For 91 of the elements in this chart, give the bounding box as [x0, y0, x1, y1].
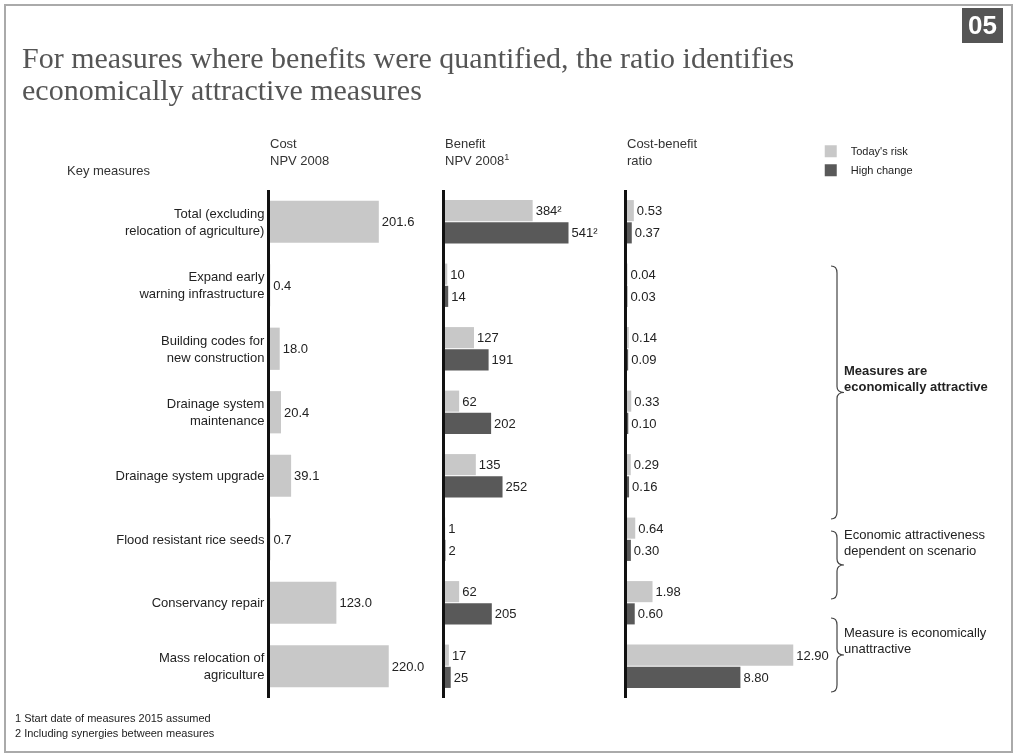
data-label: 0.37	[634, 225, 661, 241]
bar	[445, 222, 569, 244]
data-label: 62	[462, 584, 477, 600]
bar	[270, 200, 379, 243]
data-label: 0.10	[631, 415, 657, 431]
y-tick-label: Conservancy repair	[151, 595, 266, 611]
chart-title: Cost-benefit ratio	[627, 136, 698, 169]
bar	[627, 603, 635, 625]
y-tick-label: Total (excluding relocation of agriculture)	[124, 205, 265, 238]
data-label: 541²	[571, 225, 599, 241]
data-label: 220.0	[391, 658, 425, 674]
data-label: 1.98	[655, 584, 681, 600]
bar	[445, 644, 449, 666]
data-label: 191	[491, 352, 514, 368]
data-label: 201.6	[381, 214, 415, 230]
text: Measure is economically unattractive	[844, 625, 988, 657]
data-label: 62	[462, 393, 477, 409]
bar	[627, 517, 636, 539]
bar	[445, 666, 451, 688]
data-label: 0.7	[273, 531, 292, 547]
bar	[627, 200, 634, 222]
y-tick-label: Building codes for new construction	[161, 332, 266, 365]
data-label: 14	[451, 288, 466, 304]
data-label: 0.04	[630, 266, 656, 282]
data-label: 39.1	[294, 468, 320, 484]
data-label: 384²	[535, 203, 563, 219]
text: 2 Including synergies between measures	[15, 727, 215, 740]
data-label: 0.03	[630, 288, 656, 304]
data-label: 0.30	[633, 542, 660, 558]
bar	[445, 200, 533, 222]
data-label: 0.33	[634, 393, 660, 409]
bar	[445, 285, 449, 307]
bar	[627, 390, 632, 412]
data-label: 123.0	[339, 595, 372, 611]
bar	[627, 539, 631, 561]
data-label: 10	[450, 266, 465, 282]
y-tick-label: Drainage system maintenance	[166, 396, 265, 429]
bar	[627, 581, 653, 603]
data-label: 1	[448, 520, 456, 536]
y-tick-label: Mass relocation of agriculture	[158, 650, 265, 683]
data-label: 12.90	[796, 647, 829, 663]
bar	[445, 412, 492, 434]
text: Measures are economically attractive	[844, 363, 989, 395]
bar	[627, 476, 630, 498]
chart-title: Benefit NPV 2008$^{1}$	[445, 136, 510, 169]
bar	[270, 645, 389, 688]
y-tick-label: Drainage system upgrade	[115, 468, 265, 484]
data-label: 0.53	[636, 203, 663, 219]
data-label: 18.0	[282, 341, 309, 357]
bar	[627, 222, 632, 244]
bar	[445, 454, 476, 476]
data-label: 8.80	[743, 669, 769, 685]
data-label: 0.14	[631, 330, 658, 346]
data-label: 252	[505, 479, 528, 495]
y-tick-label: Expand early warning infrastructure	[138, 269, 265, 302]
data-label: 202	[494, 415, 516, 431]
bar	[270, 454, 292, 497]
data-label: 135	[478, 457, 501, 473]
bar	[270, 327, 280, 370]
bar	[445, 349, 489, 371]
bar	[445, 603, 492, 625]
bar	[627, 666, 741, 688]
text: For measures where benefits were quantified, the ratio identifies economically attractive measures	[22, 41, 796, 106]
bar	[445, 327, 474, 349]
bar	[627, 644, 794, 666]
data-label: 127	[476, 330, 499, 346]
data-label: 0.64	[638, 520, 664, 536]
legend-label: High change	[850, 164, 913, 177]
bar	[445, 476, 503, 498]
y-tick-label: Flood resistant rice seeds	[116, 531, 265, 547]
data-label: 205	[494, 606, 517, 622]
bar	[445, 390, 460, 412]
text: 05	[962, 8, 1003, 43]
bar	[270, 391, 282, 434]
legend-label: Today's risk	[850, 145, 909, 158]
data-label: 0.16	[632, 479, 658, 495]
y-axis-title: Key measures	[67, 163, 151, 178]
bar	[627, 454, 631, 476]
data-label: 2	[448, 542, 456, 558]
data-label: 25	[453, 669, 469, 685]
data-label: 0.4	[273, 277, 292, 293]
data-label: 0.09	[631, 352, 657, 368]
bar	[270, 581, 337, 624]
text: 1 Start date of measures 2015 assumed	[15, 712, 211, 725]
data-label: 17	[451, 647, 467, 663]
bar	[445, 581, 460, 603]
chart-title: Cost NPV 2008	[270, 136, 330, 169]
text: Economic attractiveness dependent on scenario	[844, 527, 986, 559]
data-label: 0.60	[637, 606, 664, 622]
data-label: 0.29	[633, 457, 660, 473]
data-label: 20.4	[284, 404, 310, 420]
